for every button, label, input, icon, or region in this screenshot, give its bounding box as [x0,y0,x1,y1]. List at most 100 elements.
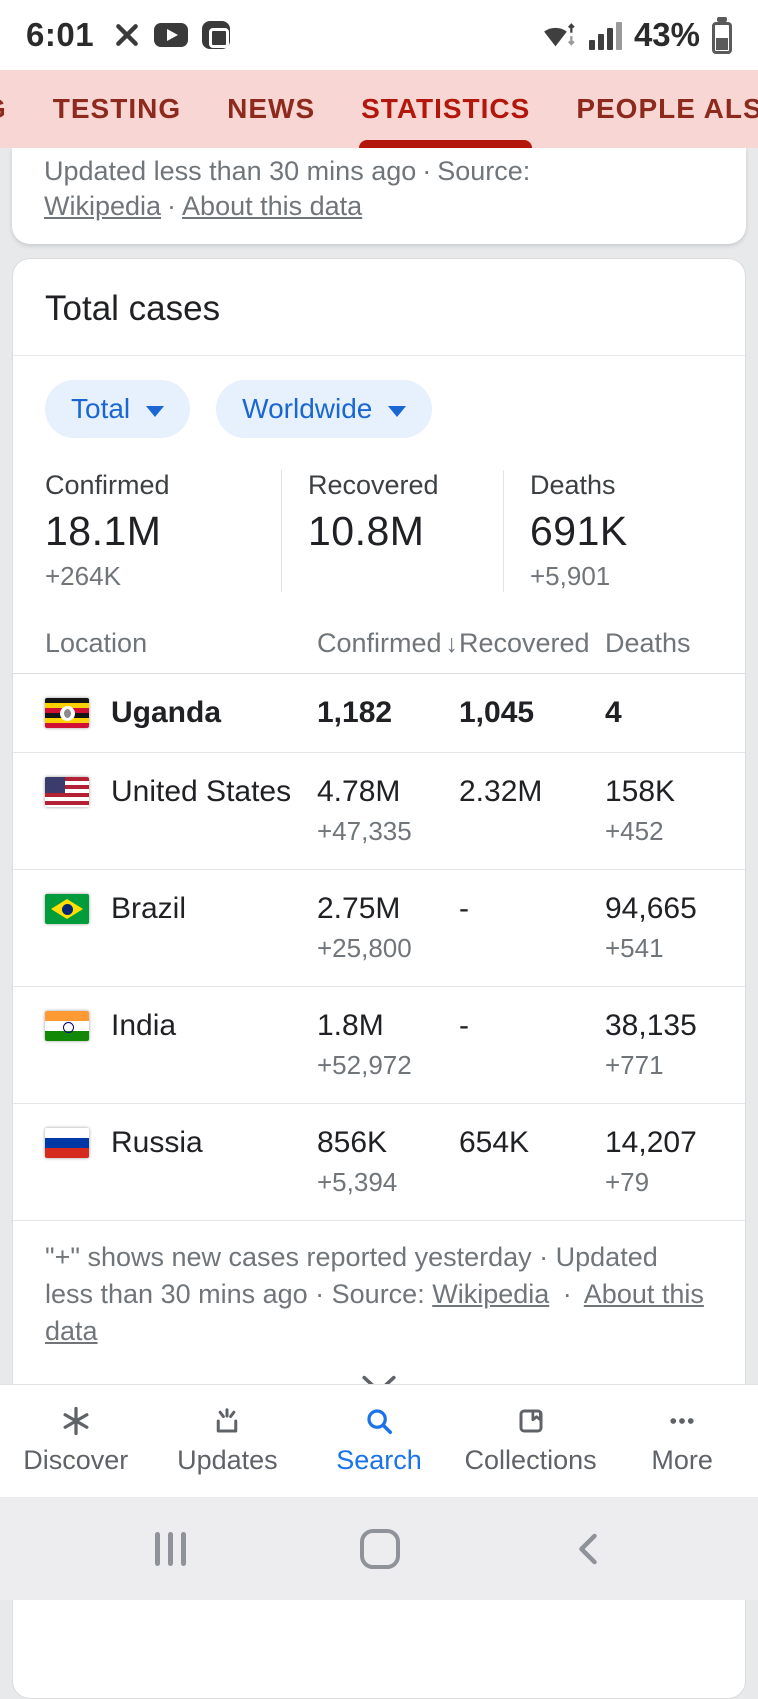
updated-text: Updated less than 30 mins ago [44,156,417,186]
summary-deaths: Deaths 691K +5,901 [503,470,628,593]
about-this-data-link[interactable]: About this data [45,1279,704,1347]
search-tabs: G TESTING NEWS STATISTICS PEOPLE ALSO SE… [0,70,758,148]
india-flag-icon [45,1011,89,1042]
united-states-flag-icon [45,777,89,808]
header-deaths[interactable]: Deaths [605,628,691,659]
nav-label: Updates [177,1445,278,1475]
confirmed-cell: 856K +5,394 [317,1126,398,1198]
deaths-cell: 4 [605,696,622,730]
nav-discover[interactable]: Discover [0,1385,152,1497]
country-name: India [111,1009,177,1043]
nav-label: Search [336,1445,422,1475]
confirmed-cell: 4.78M +47,335 [317,775,412,847]
status-app-icon [202,21,231,49]
table-row-uganda[interactable]: Uganda 1,182 1,045 4 [13,674,745,754]
filter-row: Total Worldwide [13,356,745,454]
search-icon [367,1409,392,1434]
battery-icon [712,21,732,54]
confirmed-cell: 1,182 [317,696,393,730]
table-row-russia[interactable]: Russia 856K +5,394 654K 14,207 +79 [13,1104,745,1222]
location-cell: Russia [45,1126,317,1160]
deaths-cell: 94,665 +541 [605,892,697,964]
nav-search[interactable]: Search [303,1385,455,1497]
summary-label: Deaths [530,470,616,500]
nav-updates[interactable]: Updates [152,1385,304,1497]
wikipedia-link[interactable]: Wikipedia [44,191,162,221]
summary-delta [308,561,503,589]
header-confirmed[interactable]: Confirmed ↓ [317,628,459,659]
table-row-india[interactable]: India 1.8M +52,972 - 38,135 +771 [13,987,745,1105]
nav-collections[interactable]: Collections [455,1385,607,1497]
notification-icons [114,21,231,49]
wikipedia-link[interactable]: Wikipedia [432,1279,550,1310]
deaths-cell: 14,207 +79 [605,1126,697,1198]
uganda-flag-icon [45,698,89,729]
recovered-cell: 1,045 [459,696,535,730]
recovered-cell: 654K [459,1126,530,1160]
summary-label: Confirmed [45,470,170,500]
deaths-cell: 158K +452 [605,775,676,847]
battery-percent: 43% [633,16,700,53]
metric-dropdown-label: Total [71,393,131,424]
tab-statistics[interactable]: STATISTICS [359,70,533,148]
about-this-data-link[interactable]: About this data [182,191,363,221]
location-cell: Brazil [45,892,317,926]
footnote-text: "+" shows new cases reported yesterday ·… [45,1242,658,1310]
tab-news[interactable]: NEWS [227,93,316,124]
summary-confirmed: Confirmed 18.1M +264K [45,470,281,592]
card-title: Total cases [45,289,221,328]
table-header: Location Confirmed ↓ Recovered Deaths [13,612,745,675]
nav-more[interactable]: More [606,1385,758,1497]
tab-testing[interactable]: TESTING [52,93,182,124]
more-dots-icon [670,1418,694,1424]
x-app-icon [116,24,138,46]
confirmed-cell: 2.75M +25,800 [317,892,412,964]
card-header: Total cases [13,259,745,356]
wifi-icon [544,23,575,47]
youtube-icon [154,23,189,47]
metric-dropdown[interactable]: Total [45,380,191,438]
header-location[interactable]: Location [45,628,148,659]
brazil-flag-icon [45,894,89,925]
status-bar: 6:01 43% [0,0,758,70]
region-dropdown-label: Worldwide [242,393,373,424]
system-status-icons: 43% [543,16,732,54]
deaths-cell: 38,135 +771 [605,1009,697,1081]
table-footnote: "+" shows new cases reported yesterday ·… [13,1221,745,1366]
tab-people-also-search[interactable]: PEOPLE ALSO SEARCH [576,93,758,124]
recovered-cell: - [459,892,469,926]
chevron-down-icon [146,405,165,417]
data-attribution-card: Updated less than 30 mins ago · Source: Wi… [12,148,746,244]
back-button[interactable] [573,1532,603,1566]
confirmed-cell: 1.8M +52,972 [317,1009,412,1081]
recents-button[interactable] [155,1531,186,1566]
separator: · [167,191,177,221]
russia-flag-icon [45,1128,89,1159]
nav-label: Collections [464,1445,597,1475]
table-row-united-states[interactable]: United States 4.78M +47,335 2.32M 158K +45… [13,753,745,871]
summary-value: 691K [530,508,628,554]
country-name: United States [111,775,292,809]
summary-label: Recovered [308,470,439,500]
collections-icon [519,1409,543,1433]
recovered-cell: 2.32M [459,775,543,809]
separator: · [422,156,432,186]
header-recovered[interactable]: Recovered [459,628,590,659]
summary-value: 18.1M [45,508,162,554]
nav-label: Discover [23,1445,129,1475]
location-cell: United States [45,775,317,809]
nav-label: More [651,1445,713,1475]
tab-clipped-left[interactable]: G [0,70,7,148]
clock: 6:01 [26,16,95,53]
total-cases-card: Total cases Total Worldwide Confirmed 18… [12,258,746,1424]
country-name: Uganda [111,696,222,730]
sort-descending-icon: ↓ [445,630,459,659]
source-label: Source: [437,156,531,186]
table-row-brazil[interactable]: Brazil 2.75M +25,800 - 94,665 +541 [13,870,745,988]
summary-delta: +264K [45,561,121,592]
home-button[interactable] [359,1528,400,1569]
summary-value: 10.8M [308,508,425,554]
region-dropdown[interactable]: Worldwide [216,380,433,438]
updates-icon [217,1408,238,1433]
separator: · [562,1279,572,1310]
